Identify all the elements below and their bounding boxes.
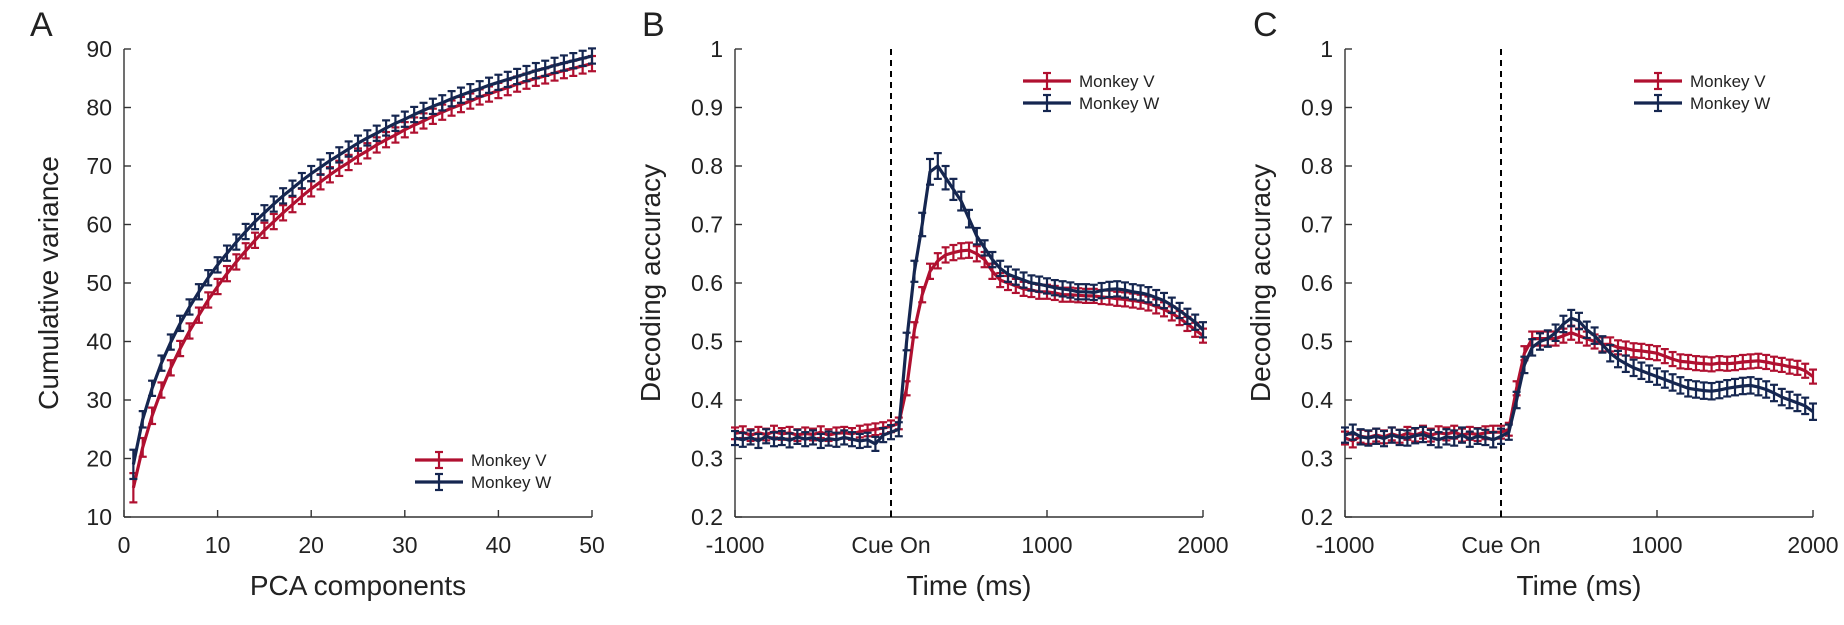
- y-tick-label: 0.4: [1301, 387, 1333, 413]
- y-tick-label: 70: [86, 153, 112, 179]
- y-tick-label: 0.3: [691, 446, 723, 472]
- panel-letter: C: [1253, 6, 1278, 44]
- y-tick-label: 0.6: [1301, 270, 1333, 296]
- legend: Monkey V Monkey W: [415, 450, 551, 492]
- legend-label: Monkey W: [1079, 94, 1159, 113]
- y-tick-label: 40: [86, 329, 112, 355]
- y-tick-label: 0.7: [1301, 212, 1333, 238]
- series-line: [131, 62, 593, 489]
- series-line: [1344, 316, 1814, 442]
- x-axis-title: Time (ms): [907, 570, 1032, 601]
- x-tick-label: -1000: [1316, 532, 1375, 558]
- y-tick-label: 1: [1320, 36, 1333, 62]
- x-tick-label: Cue On: [851, 532, 930, 558]
- x-axis-title: Time (ms): [1517, 570, 1642, 601]
- y-tick-label: 0.6: [691, 270, 723, 296]
- x-tick-label: 50: [579, 532, 605, 558]
- series-monkey-w: [129, 47, 596, 481]
- panel-letter: B: [642, 6, 665, 44]
- y-tick-label: 0.5: [691, 329, 723, 355]
- y-tick-label: 0.2: [1301, 504, 1333, 530]
- y-tick-label: 90: [86, 36, 112, 62]
- y-tick-label: 30: [86, 387, 112, 413]
- panel-c: C 0.2 0.3 0.4 0.5 0.6 0.7 0.8 0.9 1 -1000 Cue On 100…: [1245, 6, 1839, 601]
- legend-label: Monkey W: [1690, 94, 1770, 113]
- y-tick-label: 50: [86, 270, 112, 296]
- y-tick-label: 80: [86, 95, 112, 121]
- series-monkey-w: [1341, 308, 1817, 449]
- y-axis-title: Decoding accuracy: [635, 164, 666, 402]
- x-axis-title: PCA components: [250, 570, 466, 601]
- series-line: [734, 164, 1205, 446]
- x-tick-label: -1000: [706, 532, 765, 558]
- series-line: [131, 54, 593, 465]
- y-axis-title: Cumulative variance: [33, 156, 64, 410]
- y-tick-label: 0.2: [691, 504, 723, 530]
- series-monkey-v: [129, 54, 596, 504]
- series-line: [734, 248, 1204, 437]
- x-tick-label: 1000: [1021, 532, 1072, 558]
- y-tick-label: 0.3: [1301, 446, 1333, 472]
- y-tick-label: 0.4: [691, 387, 723, 413]
- y-tick-label: 0.7: [691, 212, 723, 238]
- legend-label: Monkey V: [1079, 72, 1155, 91]
- x-tick-label: 20: [298, 532, 324, 558]
- x-tick-label: 2000: [1787, 532, 1838, 558]
- y-tick-label: 60: [86, 212, 112, 238]
- series-monkey-w: [731, 152, 1207, 452]
- x-tick-label: 10: [205, 532, 231, 558]
- legend-label: Monkey W: [471, 473, 551, 492]
- legend-label: Monkey V: [1690, 72, 1766, 91]
- y-tick-label: 1: [710, 36, 723, 62]
- x-tick-label: Cue On: [1461, 532, 1540, 558]
- panel-letter: A: [30, 6, 53, 44]
- y-tick-label: 0.9: [1301, 95, 1333, 121]
- y-tick-label: 0.8: [691, 153, 723, 179]
- y-tick-label: 0.9: [691, 95, 723, 121]
- panel-b: B 0.2 0.3 0.4 0.5 0.6 0.7 0.8 0.9 1 -1000 Cue On 100…: [635, 6, 1229, 601]
- x-tick-label: 2000: [1177, 532, 1228, 558]
- y-axis-title: Decoding accuracy: [1245, 164, 1276, 402]
- x-tick-label: 0: [118, 532, 131, 558]
- y-tick-label: 20: [86, 446, 112, 472]
- x-tick-label: 30: [392, 532, 418, 558]
- legend-label: Monkey V: [471, 451, 547, 470]
- y-tick-label: 10: [86, 504, 112, 530]
- legend: Monkey V Monkey W: [1023, 71, 1159, 113]
- x-tick-label: 1000: [1631, 532, 1682, 558]
- series-monkey-v: [731, 241, 1207, 443]
- y-tick-label: 0.5: [1301, 329, 1333, 355]
- legend: Monkey V Monkey W: [1634, 71, 1770, 113]
- x-tick-label: 40: [486, 532, 512, 558]
- y-tick-label: 0.8: [1301, 153, 1333, 179]
